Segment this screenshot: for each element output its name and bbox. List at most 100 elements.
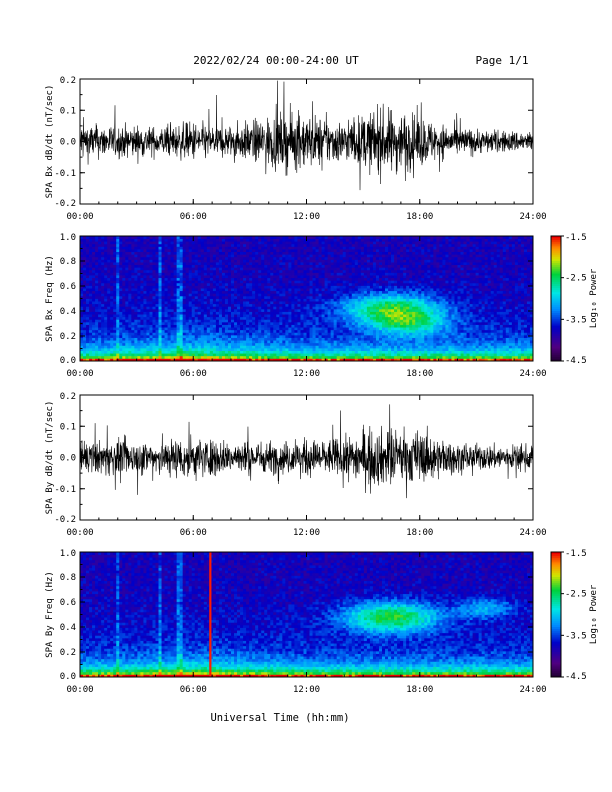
spectrogram-cell bbox=[297, 303, 301, 307]
spectrogram-cell bbox=[167, 262, 171, 266]
spectrogram-cell bbox=[315, 238, 319, 242]
spectrogram-cell bbox=[366, 308, 371, 312]
spectrogram-cell bbox=[215, 327, 220, 331]
spectrogram-cell bbox=[104, 254, 108, 258]
spectrogram-cell bbox=[342, 290, 347, 294]
spectrogram-cell bbox=[315, 329, 319, 333]
spectrogram-cell bbox=[333, 332, 338, 336]
spectrogram-cell bbox=[345, 288, 350, 292]
spectrogram-cell bbox=[83, 285, 87, 289]
spectrogram-cell bbox=[333, 277, 338, 281]
spectrogram-cell bbox=[182, 308, 187, 312]
spectrogram-cell bbox=[285, 334, 289, 338]
spectrogram-cell bbox=[143, 249, 147, 253]
spectrogram-cell bbox=[258, 264, 262, 268]
spectrogram-cell bbox=[209, 282, 214, 286]
spectrogram-cell bbox=[345, 269, 350, 273]
spectrogram-cell bbox=[125, 238, 129, 242]
spectrogram-cell bbox=[282, 256, 286, 260]
spectrogram-cell bbox=[179, 277, 184, 281]
spectrogram-cell bbox=[182, 340, 187, 344]
spectrogram-cell bbox=[182, 306, 187, 310]
spectrogram-cell bbox=[288, 295, 292, 299]
spectrogram-cell bbox=[246, 332, 250, 336]
spectrogram-cell bbox=[237, 353, 241, 357]
spectrogram-cell bbox=[122, 350, 126, 354]
spectrogram-cell bbox=[375, 347, 380, 351]
spectrogram-cell bbox=[321, 298, 326, 302]
spectrogram-cell bbox=[237, 308, 241, 312]
spectrogram-cell bbox=[363, 334, 368, 338]
spectrogram-cell bbox=[131, 319, 135, 323]
spectrogram-cell bbox=[267, 314, 271, 318]
spectrogram-cell bbox=[246, 319, 250, 323]
spectrogram-cell bbox=[86, 337, 90, 341]
spectrogram-cell bbox=[221, 262, 226, 266]
spectrogram-cell bbox=[375, 321, 380, 325]
spectrogram-cell bbox=[212, 319, 217, 323]
spectrogram-cell bbox=[363, 311, 368, 315]
spectrogram-cell bbox=[267, 327, 271, 331]
spectrogram-cell bbox=[203, 282, 208, 286]
spectrogram-cell bbox=[170, 290, 175, 294]
spectrogram-cell bbox=[321, 262, 326, 266]
spectrogram-cell bbox=[164, 308, 168, 312]
spectrogram-cell bbox=[116, 298, 120, 302]
spectrogram-cell bbox=[336, 264, 341, 268]
spectrogram-cell bbox=[83, 321, 87, 325]
spectrogram-cell bbox=[122, 238, 126, 242]
spectrogram-cell bbox=[360, 308, 365, 312]
spectrogram-cell bbox=[315, 314, 319, 318]
spectrogram-cell bbox=[158, 347, 162, 351]
spectrogram-cell bbox=[318, 345, 322, 349]
spectrogram-cell bbox=[382, 314, 386, 318]
spectrogram-cell bbox=[215, 262, 220, 266]
spectrogram-cell bbox=[95, 290, 99, 294]
spectrogram-cell bbox=[182, 264, 187, 268]
spectrogram-cell bbox=[324, 280, 329, 284]
spectrogram-cell bbox=[158, 332, 162, 336]
spectrogram-cell bbox=[388, 280, 392, 284]
spectrogram-cell bbox=[315, 267, 319, 271]
spectrogram-cell bbox=[149, 295, 153, 299]
spectrogram-cell bbox=[110, 251, 114, 255]
spectrogram-cell bbox=[92, 285, 96, 289]
spectrogram-cell bbox=[194, 319, 199, 323]
spectrogram-cell bbox=[122, 329, 126, 333]
spectrogram-cell bbox=[101, 311, 105, 315]
spectrogram-cell bbox=[240, 316, 244, 320]
spectrogram-cell bbox=[372, 327, 377, 331]
spectrogram-cell bbox=[382, 345, 386, 349]
spectrogram-cell bbox=[336, 358, 341, 362]
spectrogram-cell bbox=[348, 241, 353, 245]
spectrogram-cell bbox=[122, 301, 126, 305]
spectrogram-cell bbox=[140, 311, 144, 315]
spectrogram-cell bbox=[339, 272, 344, 276]
spectrogram-cell bbox=[125, 345, 129, 349]
spectrogram-cell bbox=[246, 269, 250, 273]
spectrogram-cell bbox=[152, 324, 156, 328]
spectrogram-cell bbox=[176, 269, 181, 273]
spectrogram-cell bbox=[101, 293, 105, 297]
spectrogram-cell bbox=[92, 256, 96, 260]
spectrogram-cell bbox=[194, 347, 199, 351]
spectrogram-cell bbox=[324, 243, 329, 247]
spectrogram-cell bbox=[164, 347, 168, 351]
spectrogram-cell bbox=[309, 246, 313, 250]
spectrogram-cell bbox=[80, 238, 84, 242]
spectrogram-cell bbox=[176, 350, 181, 354]
spectrogram-cell bbox=[351, 314, 356, 318]
spectrogram-cell bbox=[318, 311, 322, 315]
spectrogram-cell bbox=[134, 282, 138, 286]
spectrogram-cell bbox=[261, 238, 265, 242]
spectrogram-cell bbox=[80, 311, 84, 315]
spectrogram-cell bbox=[116, 243, 120, 247]
spectrogram-cell bbox=[173, 280, 178, 284]
spectrogram-cell bbox=[188, 241, 193, 245]
spectrogram-cell bbox=[318, 241, 322, 245]
spectrogram-cell bbox=[200, 254, 205, 258]
spectrogram-cell bbox=[149, 308, 153, 312]
spectrogram-cell bbox=[234, 285, 238, 289]
spectrogram-cell bbox=[354, 277, 359, 281]
spectrogram-cell bbox=[318, 334, 322, 338]
